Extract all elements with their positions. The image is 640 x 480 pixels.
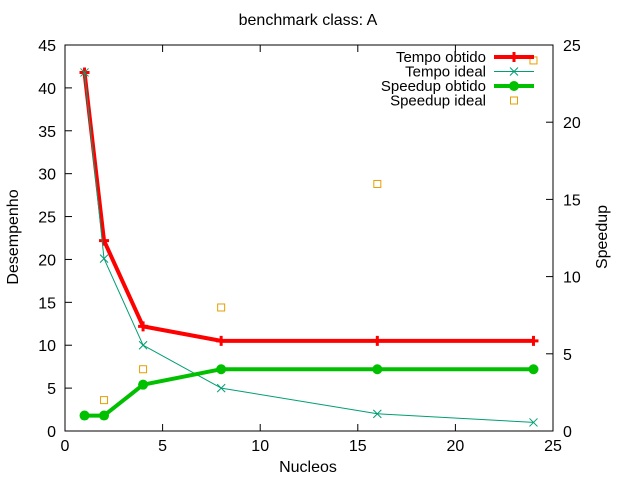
data-point	[138, 321, 149, 332]
data-point	[100, 396, 109, 405]
legend-label-tempo-obtido: Tempo obtido	[396, 49, 486, 66]
x-tick-label: 15	[349, 438, 367, 455]
y2-tick-label: 10	[563, 270, 581, 287]
data-point	[99, 235, 110, 246]
data-point	[372, 364, 383, 375]
series-tempo-obtido	[79, 67, 539, 346]
plot-frame	[64, 44, 554, 432]
series-tempo-ideal	[80, 68, 538, 427]
data-point	[216, 335, 227, 346]
y-tick-label: 40	[38, 81, 56, 98]
y2-tick-label: 25	[563, 38, 581, 55]
data-point	[79, 410, 90, 421]
y2-tick-label: 0	[563, 424, 572, 441]
data-point	[373, 179, 382, 188]
y2-tick-label: 15	[563, 192, 581, 209]
chart-title: benchmark class: A	[239, 12, 378, 29]
data-point	[138, 340, 148, 350]
legend-marker-tempo-ideal	[509, 67, 519, 76]
data-point	[372, 335, 383, 346]
y-tick-label: 45	[38, 38, 56, 55]
plot-area	[79, 56, 539, 427]
data-point	[528, 335, 539, 346]
y2-axis-label: Speedup	[594, 205, 611, 269]
y-tick-label: 10	[38, 338, 56, 355]
x-tick-label: 0	[61, 438, 70, 455]
x-tick-label: 10	[251, 438, 269, 455]
data-point	[99, 254, 109, 263]
y-axis-label: Desempenho	[5, 189, 22, 284]
data-point	[139, 365, 148, 374]
y-tick-label: 0	[47, 424, 56, 441]
legend-label-tempo-ideal: Tempo ideal	[405, 64, 486, 81]
y2-tick-label: 5	[563, 347, 572, 364]
data-point	[372, 409, 382, 419]
data-point	[528, 364, 539, 375]
y-tick-label: 20	[38, 252, 56, 269]
series-line-speedup-obtido	[84, 367, 534, 418]
y-tick-label: 25	[38, 210, 56, 227]
legend-label-speedup-ideal: Speedup ideal	[390, 93, 486, 110]
data-point	[138, 379, 149, 390]
y-tick-label: 15	[38, 295, 56, 312]
y-tick-label: 30	[38, 167, 56, 184]
y-tick-label: 5	[47, 381, 56, 398]
legend-marker-speedup-ideal	[510, 96, 518, 105]
data-point	[99, 410, 110, 421]
x-tick-label: 20	[447, 438, 465, 455]
data-point	[529, 418, 538, 427]
x-axis-label: Nucleos	[279, 459, 337, 476]
series-line-tempo-obtido	[82, 72, 534, 343]
series-line-tempo-ideal	[84, 72, 534, 423]
x-tick-label: 5	[158, 438, 167, 455]
y2-tick-label: 20	[563, 115, 581, 132]
data-point	[80, 68, 89, 77]
legend-marker-tempo-obtido	[509, 52, 519, 62]
y-tick-label: 35	[38, 124, 56, 141]
data-point	[216, 383, 226, 393]
data-point	[217, 303, 226, 312]
legend-label-speedup-obtido: Speedup obtido	[381, 78, 486, 95]
legend-marker-speedup-obtido	[509, 81, 519, 91]
data-point	[216, 364, 227, 375]
x-tick-label: 25	[544, 438, 562, 455]
series-speedup-obtido	[79, 364, 539, 421]
